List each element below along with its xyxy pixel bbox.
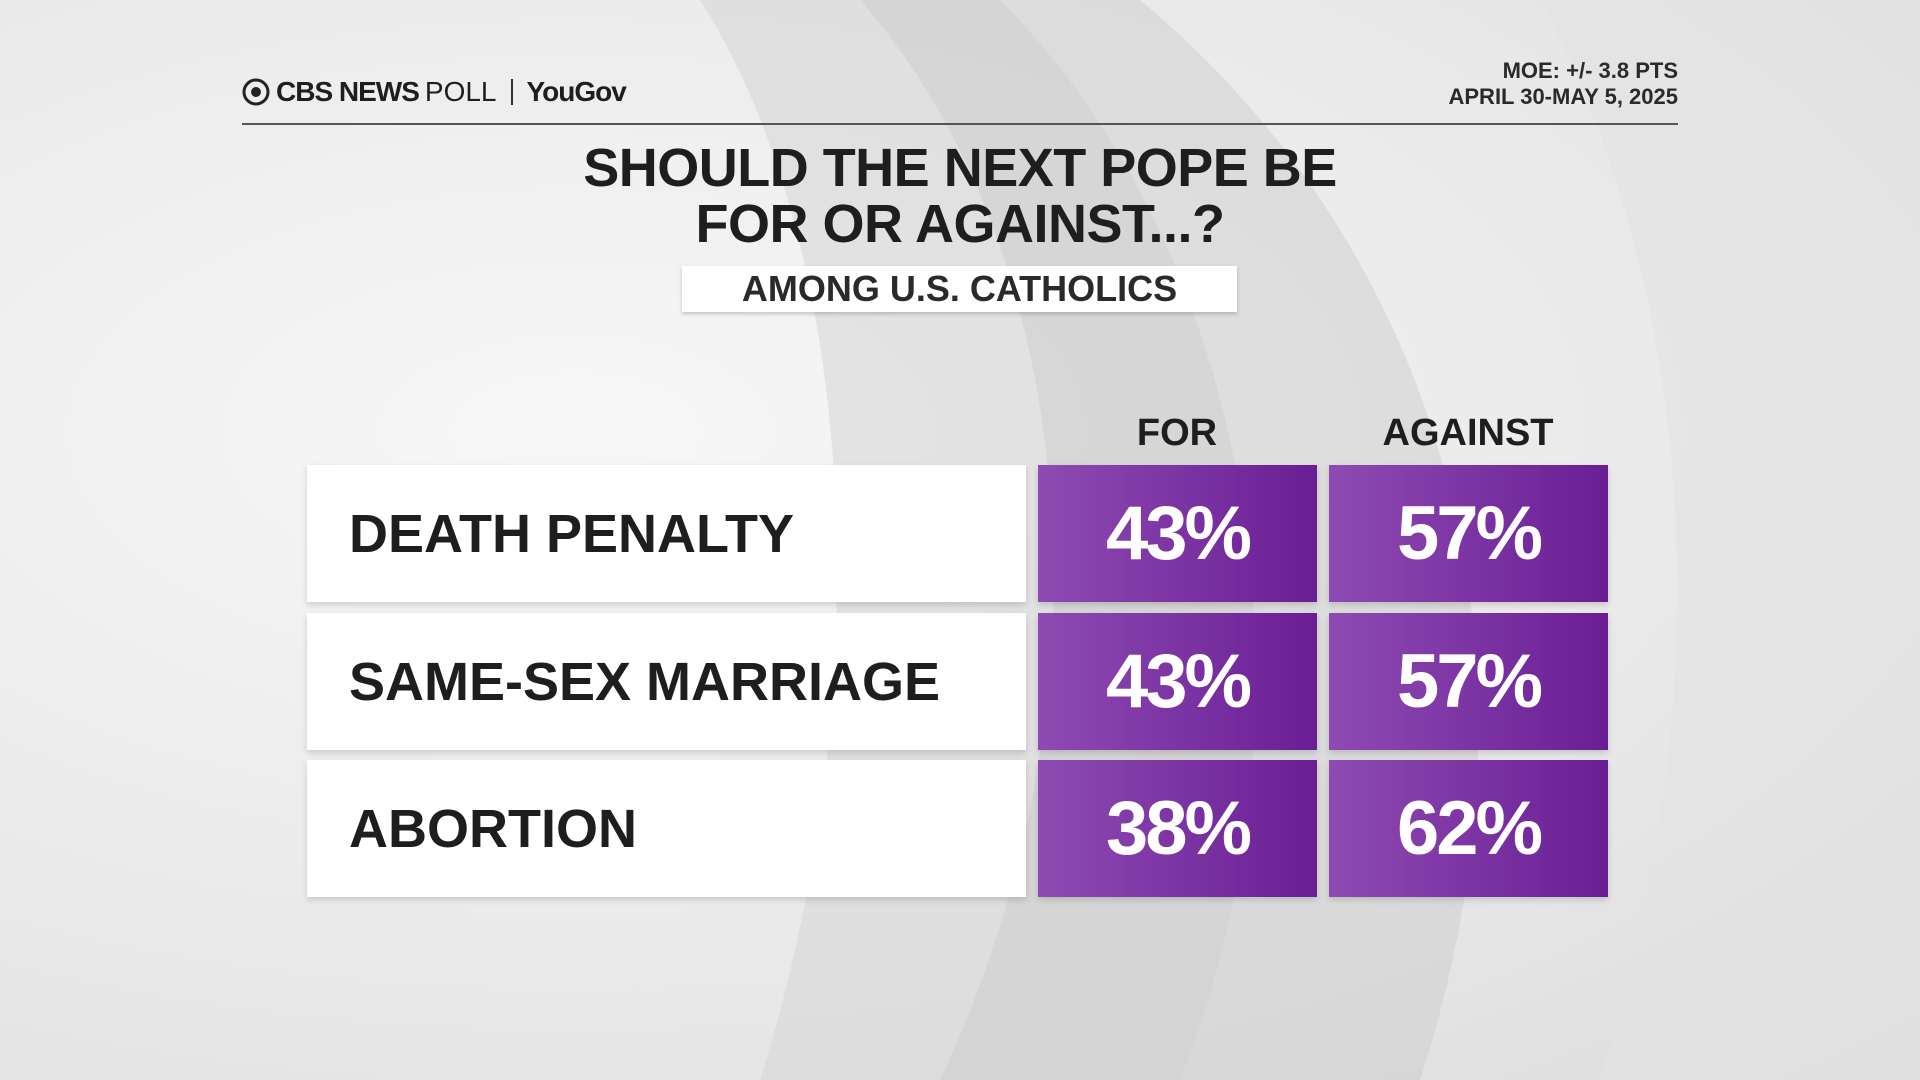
value-cell: 57% <box>1329 465 1608 602</box>
brand-separator <box>510 79 513 105</box>
logo-eye <box>242 78 270 106</box>
meta: MOE: +/- 3.8 PTS APRIL 30-MAY 5, 2025 <box>1449 58 1679 110</box>
column-header: FOR <box>1136 412 1218 454</box>
row-label: SAME-SEX MARRIAGE <box>307 613 1026 750</box>
value-cell: 62% <box>1329 760 1608 897</box>
title: SHOULD THE NEXT POPE BE FOR OR AGAINST..… <box>0 140 1920 252</box>
value-cell: 38% <box>1038 760 1317 897</box>
value-cell: 43% <box>1038 613 1317 750</box>
value-cell: 43% <box>1038 465 1317 602</box>
moe: MOE: +/- 3.8 PTS <box>1502 58 1678 83</box>
row-label: DEATH PENALTY <box>307 465 1026 602</box>
rule <box>242 123 1678 125</box>
title-line: FOR OR AGAINST...? <box>695 194 1226 254</box>
row-label: ABORTION <box>307 760 1026 897</box>
brand-name: CBS NEWS <box>276 76 420 107</box>
dates: APRIL 30-MAY 5, 2025 <box>1448 84 1679 109</box>
brand-suffix: POLL <box>424 76 497 107</box>
brand: CBS NEWS POLL YouGov <box>242 76 627 108</box>
partner: YouGov <box>526 76 627 107</box>
column-header: AGAINST <box>1382 412 1554 454</box>
value-cell: 57% <box>1329 613 1608 750</box>
subtitle: AMONG U.S. CATHOLICS <box>682 266 1237 312</box>
title-line: SHOULD THE NEXT POPE BE <box>583 138 1337 198</box>
